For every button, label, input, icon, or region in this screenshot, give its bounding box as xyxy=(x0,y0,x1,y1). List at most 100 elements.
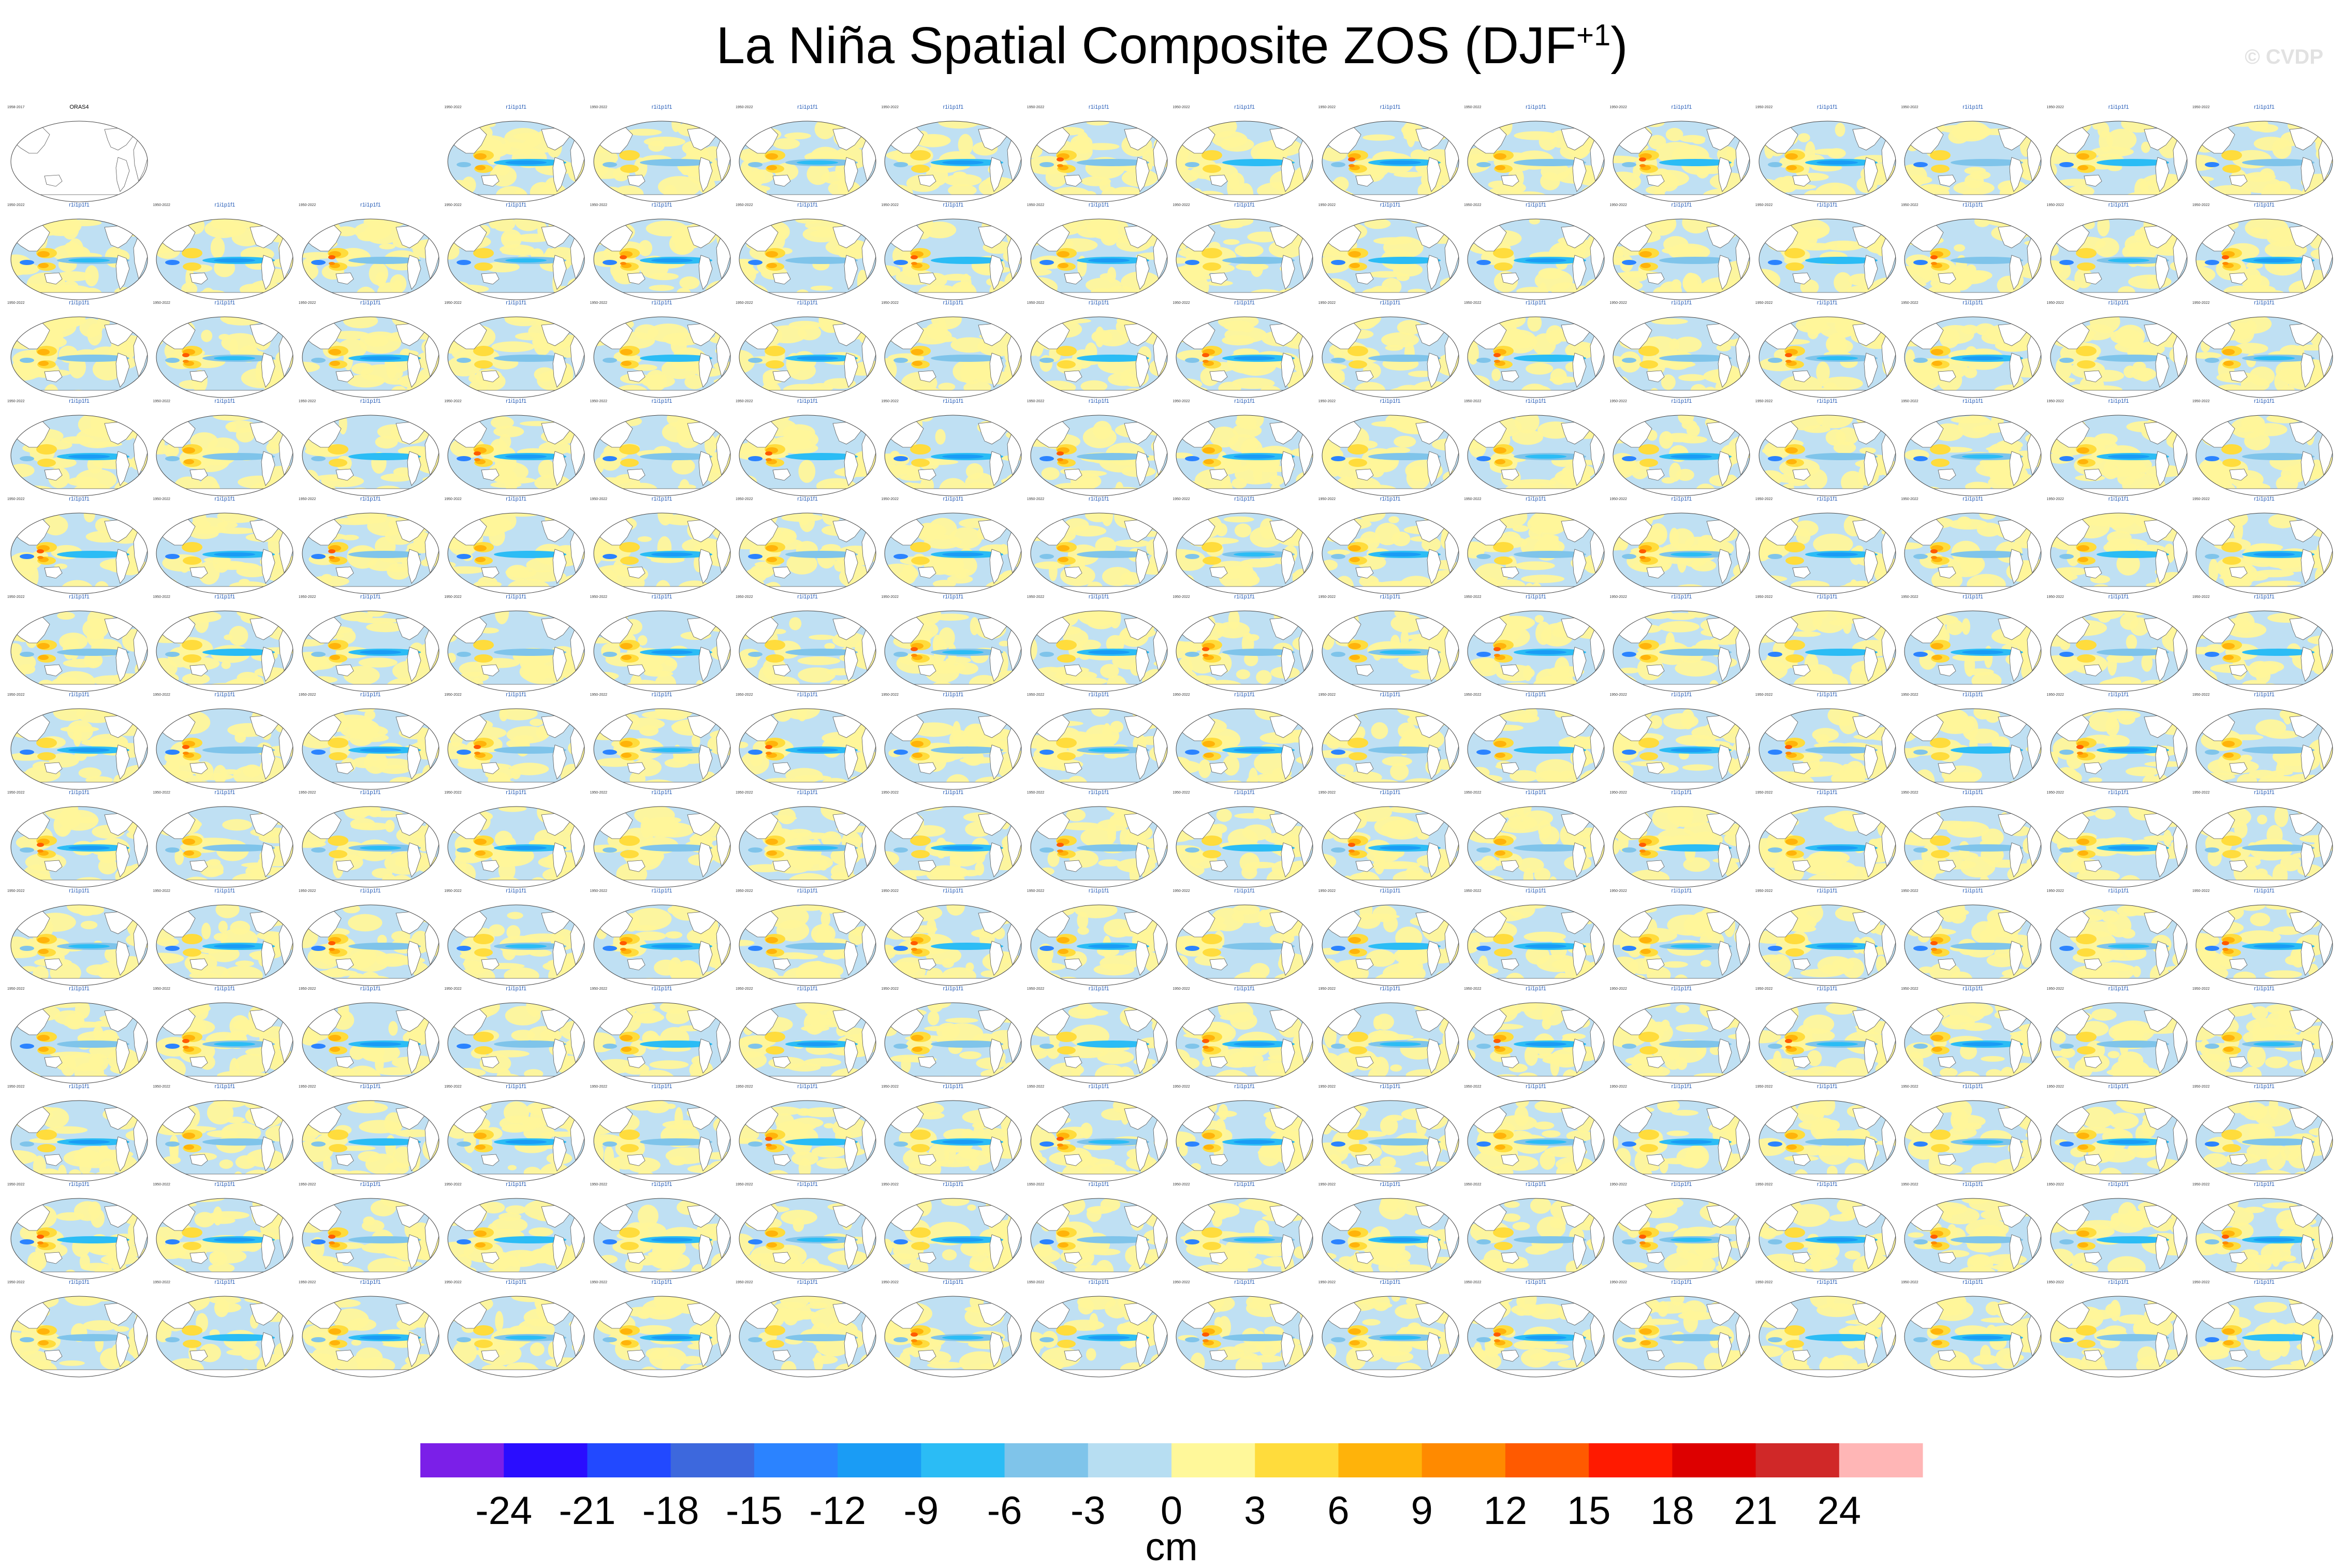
panel-title: r1i1p1f1 xyxy=(1088,495,1109,502)
map-plot xyxy=(1176,1198,1313,1280)
panel-title: r1i1p1f1 xyxy=(651,495,672,502)
map-panel: 1950-2022 r1i1p1f1 xyxy=(152,789,298,890)
map-panel: 1950-2022 r1i1p1f1 xyxy=(6,1181,152,1282)
panel-period: 1950-2022 xyxy=(736,203,753,208)
panel-title: r1i1p1f1 xyxy=(1816,495,1838,502)
map-panel: 1950-2022 r1i1p1f1 xyxy=(443,495,589,597)
map-plot xyxy=(2050,415,2188,496)
map-panel: 1950-2022 r1i1p1f1 xyxy=(152,593,298,695)
map-panel: 1950-2022 r1i1p1f1 xyxy=(1608,789,1754,890)
panel-period: 1950-2022 xyxy=(1609,987,1627,991)
map-plot xyxy=(447,610,585,692)
map-panel: 1950-2022 r1i1p1f1 xyxy=(2191,104,2337,205)
panel-period: 1950-2022 xyxy=(7,497,25,501)
map-panel: 1950-2022 r1i1p1f1 xyxy=(2191,398,2337,499)
panel-title: r1i1p1f1 xyxy=(69,300,90,306)
map-plot xyxy=(1467,415,1605,496)
map-panel: 1950-2022 r1i1p1f1 xyxy=(1171,985,1317,1087)
panel-period: 1950-2022 xyxy=(1609,1183,1627,1187)
map-plot xyxy=(739,1002,876,1084)
panel-title: r1i1p1f1 xyxy=(2254,692,2275,698)
map-panel: 1950-2022 r1i1p1f1 xyxy=(2046,593,2192,695)
map-plot xyxy=(1613,1002,1750,1084)
map-panel: 1950-2022 r1i1p1f1 xyxy=(880,398,1026,499)
map-plot xyxy=(1613,415,1750,496)
map-plot xyxy=(447,806,585,888)
map-panel: 1950-2022 r1i1p1f1 xyxy=(6,887,152,989)
panel-title: r1i1p1f1 xyxy=(2254,985,2275,992)
map-panel: 1950-2022 r1i1p1f1 xyxy=(443,593,589,695)
panel-period: 1950-2022 xyxy=(1464,1085,1482,1089)
panel-period: 1950-2022 xyxy=(590,595,608,599)
colorbar-box xyxy=(1589,1443,1673,1477)
panel-period: 1950-2022 xyxy=(1901,399,1918,403)
panel-title: r1i1p1f1 xyxy=(360,202,381,209)
map-plot xyxy=(2195,1198,2333,1280)
panel-period: 1950-2022 xyxy=(298,987,316,991)
map-plot xyxy=(156,512,294,594)
panel-title: r1i1p1f1 xyxy=(69,887,90,894)
panel-period: 1950-2022 xyxy=(590,203,608,208)
panel-period: 1950-2022 xyxy=(881,399,899,403)
map-plot xyxy=(1322,904,1459,986)
map-plot xyxy=(1613,512,1750,594)
map-plot xyxy=(1467,1002,1605,1084)
map-panel: 1950-2022 r1i1p1f1 xyxy=(152,1279,298,1380)
colorbar-tick-label: 12 xyxy=(1484,1489,1528,1533)
map-panel: 1950-2022 r1i1p1f1 xyxy=(1608,985,1754,1087)
panel-title: r1i1p1f1 xyxy=(797,887,818,894)
panel-title: r1i1p1f1 xyxy=(797,1181,818,1188)
panel-title: r1i1p1f1 xyxy=(1671,789,1692,796)
map-plot xyxy=(739,904,876,986)
map-plot xyxy=(2050,1002,2188,1084)
colorbar-box xyxy=(1755,1443,1840,1477)
map-plot xyxy=(1322,610,1459,692)
panel-period: 1950-2022 xyxy=(1464,497,1482,501)
map-panel: 1950-2022 r1i1p1f1 xyxy=(1026,1279,1172,1380)
map-plot xyxy=(593,218,731,300)
panel-period: 1950-2022 xyxy=(1609,1281,1627,1285)
panel-title: r1i1p1f1 xyxy=(69,495,90,502)
panel-period: 1950-2022 xyxy=(2046,889,2064,893)
map-panel: 1950-2022 r1i1p1f1 xyxy=(1608,593,1754,695)
map-panel: 1950-2022 r1i1p1f1 xyxy=(1754,201,1900,303)
map-plot xyxy=(10,610,148,692)
panel-period: 1950-2022 xyxy=(1027,1085,1045,1089)
map-plot xyxy=(302,708,440,790)
map-panel: 1950-2022 r1i1p1f1 xyxy=(589,1083,735,1184)
map-plot xyxy=(739,415,876,496)
panel-title: r1i1p1f1 xyxy=(2254,495,2275,502)
panel-title: r1i1p1f1 xyxy=(1234,398,1255,404)
map-plot xyxy=(1030,1002,1168,1084)
colorbar-box xyxy=(670,1443,755,1477)
map-plot xyxy=(884,1198,1022,1280)
panel-title: r1i1p1f1 xyxy=(1234,692,1255,698)
panel-period: 1950-2022 xyxy=(153,791,170,795)
map-plot xyxy=(593,512,731,594)
map-plot xyxy=(1904,121,2042,202)
map-panel: 1950-2022 r1i1p1f1 xyxy=(1171,495,1317,597)
map-panel: 1950-2022 r1i1p1f1 xyxy=(152,201,298,303)
panel-period: 1950-2022 xyxy=(590,987,608,991)
map-panel: 1950-2022 r1i1p1f1 xyxy=(298,1181,444,1282)
panel-period: 1950-2022 xyxy=(1173,693,1190,697)
map-panel: 1950-2022 r1i1p1f1 xyxy=(2191,201,2337,303)
panel-title: r1i1p1f1 xyxy=(506,202,527,209)
map-plot xyxy=(1613,708,1750,790)
panel-period: 1950-2022 xyxy=(1318,987,1336,991)
map-panel: 1950-2022 r1i1p1f1 xyxy=(152,691,298,793)
map-panel: 1950-2022 r1i1p1f1 xyxy=(1463,398,1609,499)
map-panel: 1950-2022 r1i1p1f1 xyxy=(1026,299,1172,401)
map-plot xyxy=(447,1198,585,1280)
map-plot xyxy=(10,1198,148,1280)
panel-period: 1950-2022 xyxy=(1318,1085,1336,1089)
panel-period: 1950-2022 xyxy=(1609,595,1627,599)
map-panel: 1950-2022 r1i1p1f1 xyxy=(1900,985,2046,1087)
map-plot xyxy=(593,904,731,986)
panel-title: r1i1p1f1 xyxy=(1088,985,1109,992)
panel-title: r1i1p1f1 xyxy=(2108,594,2129,600)
panel-period: 1950-2022 xyxy=(1755,203,1773,208)
panel-period: 1950-2022 xyxy=(881,1281,899,1285)
panel-title: r1i1p1f1 xyxy=(506,495,527,502)
panel-title: r1i1p1f1 xyxy=(1234,495,1255,502)
